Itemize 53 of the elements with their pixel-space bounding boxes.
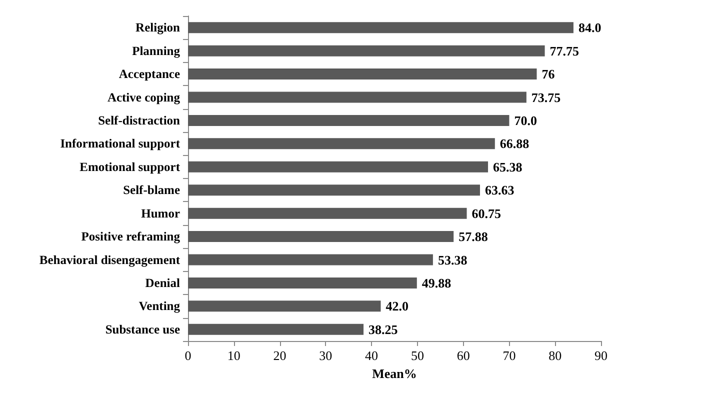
x-tick-label: 30 [319, 348, 332, 363]
data-label: 77.75 [550, 43, 580, 58]
x-tick-label: 60 [456, 348, 470, 363]
bar [188, 184, 480, 196]
data-label: 53.38 [438, 252, 468, 268]
y-tick-label: Positive reframing [81, 230, 181, 244]
y-tick-label: Humor [141, 206, 180, 220]
x-tick-label: 50 [410, 348, 424, 363]
bar [188, 45, 545, 56]
data-label: 76 [542, 66, 556, 82]
data-label: 38.25 [368, 322, 398, 337]
data-label: 84.0 [578, 20, 602, 36]
y-tick-label: Self-blame [123, 183, 180, 198]
data-label: 49.88 [422, 275, 452, 290]
y-tick-label: Religion [136, 20, 180, 35]
y-tick-label: Acceptance [118, 67, 180, 82]
x-tick-label: 90 [594, 348, 608, 363]
x-tick-label: 70 [502, 348, 516, 363]
bar [188, 22, 574, 34]
data-label: 66.88 [500, 136, 530, 152]
x-tick-label: 20 [273, 348, 286, 363]
bar [188, 92, 526, 103]
bar [188, 208, 467, 219]
y-tick-label: Substance use [105, 322, 180, 336]
y-tick-label: Denial [145, 276, 181, 290]
y-tick-label: Emotional support [80, 160, 181, 174]
y-tick-label: Self-distraction [98, 113, 180, 128]
data-label: 73.75 [531, 90, 562, 105]
bar [188, 324, 364, 335]
bar [188, 68, 537, 80]
bar [188, 231, 454, 242]
data-label: 63.63 [484, 182, 515, 198]
bar [188, 114, 510, 126]
x-tick-label: 0 [184, 348, 192, 363]
bar [188, 254, 433, 266]
data-label: 57.88 [458, 229, 488, 244]
x-axis-title: Mean% [372, 366, 417, 381]
data-label: 42.0 [386, 298, 408, 314]
y-tick-label: Venting [138, 299, 181, 314]
bar [188, 300, 381, 312]
y-tick-label: Planning [132, 44, 181, 58]
data-label: 65.38 [493, 159, 523, 174]
x-tick-label: 10 [227, 348, 240, 363]
bar [188, 161, 488, 172]
y-tick-label: Behavioral disengagement [39, 252, 181, 267]
y-tick-label: Informational support [60, 136, 181, 151]
data-label: 60.75 [472, 206, 502, 221]
bar [188, 277, 417, 288]
data-label: 70.0 [514, 112, 537, 128]
bar [188, 138, 495, 150]
x-tick-label: 80 [548, 348, 562, 363]
y-tick-label: Active coping [107, 90, 181, 104]
x-tick-label: 40 [365, 348, 378, 363]
